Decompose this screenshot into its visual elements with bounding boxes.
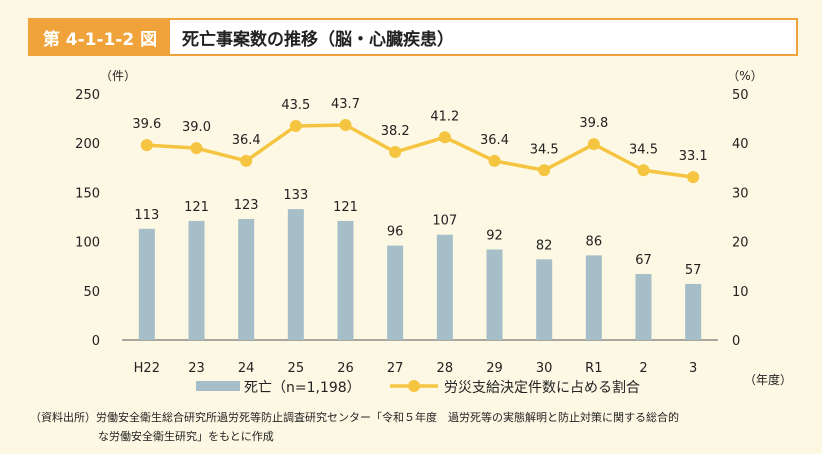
y-left-tick-label: 50 — [83, 285, 100, 300]
legend-line-marker — [408, 380, 420, 392]
ratio-value-label: 43.7 — [331, 97, 360, 112]
y-right-unit: （%） — [727, 69, 762, 83]
figure-title: 死亡事案数の推移（脳・心臓疾患） — [182, 29, 454, 50]
ratio-value-label: 36.4 — [480, 133, 509, 148]
figure-header: 第 4-1-1-2 図 死亡事案数の推移（脳・心臓疾患） — [28, 18, 798, 56]
x-unit: （年度） — [744, 372, 792, 387]
x-tick-label: 27 — [387, 361, 404, 376]
ratio-value-label: 39.6 — [132, 117, 161, 132]
ratio-value-label: 41.2 — [430, 109, 459, 124]
legend-bar-swatch — [196, 381, 240, 391]
bar — [536, 259, 553, 340]
bar — [138, 228, 155, 340]
bar-value-label: 107 — [432, 214, 457, 229]
bar-value-label: 113 — [134, 208, 159, 223]
figure-number: 第 4-1-1-2 図 — [30, 20, 170, 54]
x-tick-label: 29 — [486, 361, 503, 376]
bar — [188, 220, 205, 340]
y-right-tick-label: 20 — [732, 236, 749, 251]
bar-value-label: 92 — [486, 228, 503, 243]
bar-value-label: 82 — [536, 238, 553, 253]
y-left-tick-label: 0 — [92, 334, 100, 349]
bar — [685, 283, 702, 340]
bar-value-label: 57 — [685, 263, 702, 278]
ratio-value-label: 34.5 — [530, 142, 559, 157]
x-tick-label: 2 — [639, 361, 647, 376]
ratio-point — [637, 164, 650, 177]
x-tick-label: 25 — [288, 361, 305, 376]
ratio-point — [339, 118, 352, 131]
legend-bar-label: 死亡（n=1,198） — [244, 380, 361, 396]
x-tick-label: R1 — [585, 361, 602, 376]
ratio-line — [146, 123, 694, 179]
ratio-point — [240, 154, 253, 167]
bar-value-label: 123 — [234, 198, 259, 213]
source-note: （資料出所）労働安全衛生総合研究所過労死等防止調査研究センター「令和５年度 過労… — [30, 408, 810, 446]
source-line-2: な労働安全衛生研究」をもとに作成 — [98, 430, 274, 443]
bar — [486, 249, 503, 340]
y-left-unit: （件） — [100, 69, 136, 83]
x-tick-label: 3 — [689, 361, 697, 376]
bar — [287, 209, 304, 340]
ratio-point — [190, 142, 203, 155]
ratio-point — [389, 146, 402, 159]
y-right-tick-label: 50 — [732, 88, 749, 103]
bar — [337, 220, 354, 340]
source-line-1: （資料出所）労働安全衛生総合研究所過労死等防止調査研究センター「令和５年度 過労… — [30, 411, 679, 424]
ratio-value-label: 39.0 — [182, 120, 211, 135]
x-tick-label: 26 — [337, 361, 354, 376]
bar-value-label: 121 — [333, 200, 358, 215]
ratio-point — [538, 164, 551, 177]
y-right-tick-label: 30 — [732, 186, 749, 201]
ratio-point — [289, 119, 302, 132]
x-tick-label: 30 — [536, 361, 553, 376]
ratio-point — [438, 131, 451, 144]
ratio-point — [488, 154, 501, 167]
ratio-value-label: 38.2 — [381, 124, 410, 139]
ratio-point — [687, 171, 700, 184]
x-tick-label: H22 — [134, 361, 160, 376]
bar-value-label: 121 — [184, 200, 209, 215]
bar — [436, 234, 453, 340]
bar — [387, 245, 404, 340]
bar — [635, 274, 652, 340]
ratio-point — [140, 139, 153, 152]
bar-value-label: 96 — [387, 225, 404, 240]
x-tick-label: 23 — [188, 361, 205, 376]
ratio-value-label: 36.4 — [232, 133, 261, 148]
legend-line-label: 労災支給決定件数に占める割合 — [444, 379, 640, 396]
x-tick-label: 24 — [238, 361, 255, 376]
y-left-tick-label: 150 — [75, 186, 100, 201]
ratio-value-label: 39.8 — [579, 116, 608, 131]
x-tick-label: 28 — [437, 361, 454, 376]
y-left-tick-label: 100 — [75, 236, 100, 251]
y-right-tick-label: 40 — [732, 137, 749, 152]
y-right-tick-label: 10 — [732, 285, 749, 300]
y-left-tick-label: 250 — [75, 88, 100, 103]
bar — [585, 255, 602, 340]
bar-value-label: 67 — [635, 253, 652, 268]
ratio-value-label: 34.5 — [629, 142, 658, 157]
y-right-tick-label: 0 — [732, 334, 740, 349]
bar — [238, 218, 255, 340]
bar-value-label: 86 — [586, 234, 603, 249]
ratio-value-label: 33.1 — [679, 149, 708, 164]
bar-value-label: 133 — [283, 188, 308, 203]
ratio-point — [587, 138, 600, 151]
y-left-tick-label: 200 — [75, 137, 100, 152]
ratio-value-label: 43.5 — [281, 98, 310, 113]
